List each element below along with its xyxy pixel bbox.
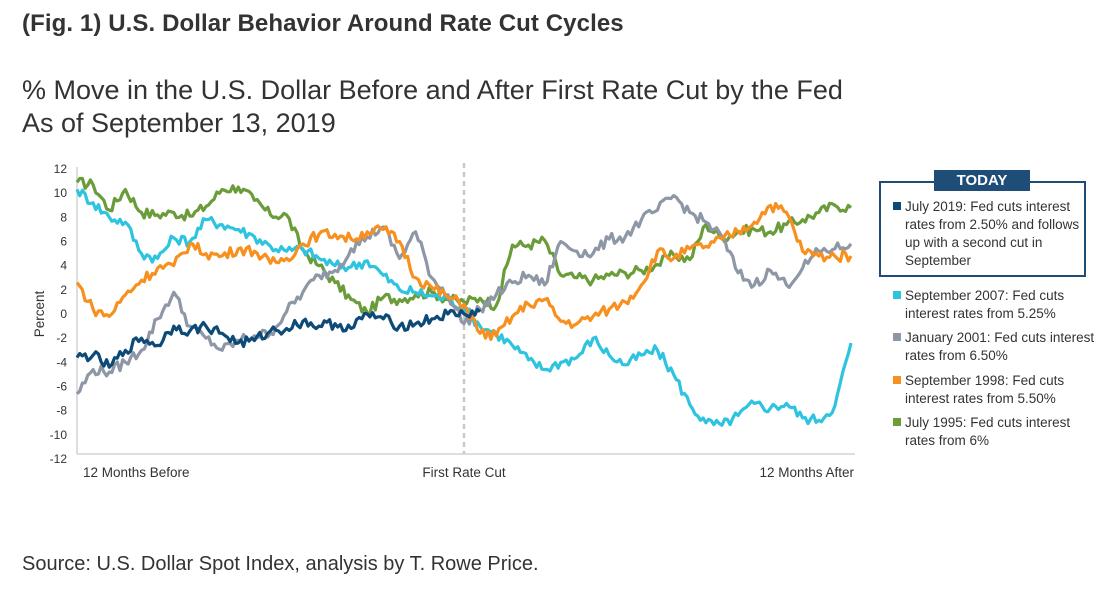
- legend-swatch-jan2001: [893, 333, 901, 341]
- y-tick-label: -8: [56, 404, 67, 418]
- y-tick-label: 12: [54, 162, 68, 176]
- series-line-sep1998: [75, 201, 853, 341]
- x-tick-label: 12 Months After: [759, 465, 854, 480]
- legend-text-sep1998: September 1998: Fed cuts interest rates …: [905, 373, 1065, 406]
- series-line-jul2019: [75, 307, 482, 369]
- y-tick-label: -2: [56, 331, 67, 345]
- today-badge: TODAY: [934, 170, 1030, 191]
- y-tick-label: 0: [60, 307, 67, 321]
- x-tick-label: First Rate Cut: [422, 465, 506, 480]
- y-tick-label: 2: [60, 283, 67, 297]
- legend-swatch-jul2019: [893, 202, 901, 210]
- today-legend-box: [879, 181, 1086, 277]
- legend-item-sep2007: September 2007: Fed cuts interest rates …: [893, 287, 1098, 323]
- subtitle-line-1: % Move in the U.S. Dollar Before and Aft…: [22, 75, 843, 105]
- legend-swatch-sep1998: [893, 376, 901, 384]
- y-tick-label: -4: [56, 355, 67, 369]
- y-tick-label: 4: [60, 259, 67, 273]
- x-axis-ticks: 12 Months Before First Rate Cut 12 Months …: [83, 465, 854, 480]
- legend-item-jul2019: July 2019: Fed cuts interest rates from …: [893, 198, 1083, 270]
- y-tick-label: -10: [50, 428, 68, 442]
- y-axis-ticks: 12 10 8 6 4 2 0 -2 -4 -6 -8 -10 -12: [50, 162, 68, 466]
- y-axis-label: Percent: [32, 290, 47, 337]
- legend-text-jul1995: July 1995: Fed cuts interest rates from …: [905, 415, 1071, 448]
- y-tick-label: -6: [56, 380, 67, 394]
- series-line-sep2007: [75, 188, 853, 427]
- legend-swatch-jul1995: [893, 418, 901, 426]
- y-tick-label: 8: [60, 210, 67, 224]
- y-tick-label: 6: [60, 235, 67, 249]
- y-tick-label: 10: [54, 186, 68, 200]
- legend-text-jan2001: January 2001: Fed cuts interest rates fr…: [905, 330, 1095, 363]
- chart-subtitle: % Move in the U.S. Dollar Before and Aft…: [22, 74, 843, 140]
- figure-title: (Fig. 1) U.S. Dollar Behavior Around Rat…: [22, 10, 624, 37]
- source-note: Source: U.S. Dollar Spot Index, analysis…: [22, 553, 539, 575]
- legend-item-jul1995: July 1995: Fed cuts interest rates from …: [893, 414, 1098, 450]
- y-tick-label: -12: [50, 452, 68, 466]
- legend-text-sep2007: September 2007: Fed cuts interest rates …: [905, 288, 1065, 321]
- series-group: [75, 176, 853, 427]
- legend-text-jul2019: July 2019: Fed cuts interest rates from …: [905, 199, 1080, 268]
- x-tick-label: 12 Months Before: [83, 465, 190, 480]
- subtitle-line-2: As of September 13, 2019: [22, 108, 336, 138]
- legend-swatch-sep2007: [893, 291, 901, 299]
- line-chart: 12 10 8 6 4 2 0 -2 -4 -6 -8 -10 -12 Percent 12 Month…: [32, 162, 855, 480]
- legend-item-jan2001: January 2001: Fed cuts interest rates fr…: [893, 329, 1098, 365]
- legend-item-sep1998: September 1998: Fed cuts interest rates …: [893, 372, 1098, 408]
